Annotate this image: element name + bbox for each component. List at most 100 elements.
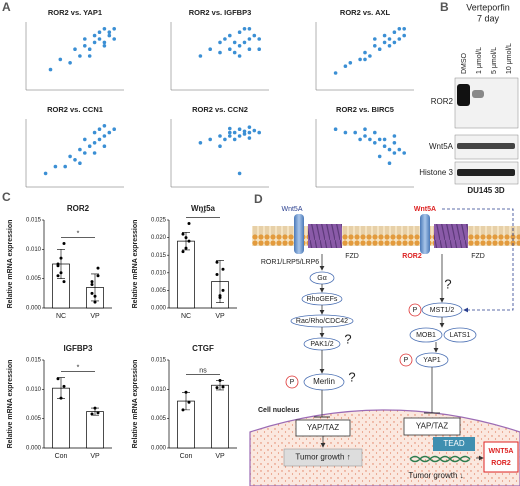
point [402, 27, 407, 31]
point [363, 127, 367, 131]
point [242, 27, 247, 31]
fzd-receptor [308, 224, 342, 248]
data-point [59, 271, 63, 275]
y-tick-label: 0.005 [26, 416, 42, 422]
chart-title: ROR2 vs. CCN2 [192, 105, 248, 114]
point [247, 37, 252, 41]
point [198, 54, 203, 58]
node-label: Tumor growth ↓ [408, 471, 463, 480]
nucleus [249, 409, 520, 486]
point [228, 33, 232, 38]
data-point [96, 266, 100, 270]
data-point [96, 411, 100, 415]
band [457, 84, 470, 106]
data-point [215, 260, 219, 264]
point [107, 30, 112, 34]
bar [86, 411, 104, 449]
y-tick-label: 0.020 [151, 235, 167, 241]
y-tick-label: 0.005 [151, 288, 167, 294]
point [102, 134, 107, 138]
y-tick-label: 0.010 [151, 270, 167, 276]
data-point [93, 406, 97, 410]
point [377, 154, 382, 159]
point [353, 130, 358, 135]
point [92, 130, 97, 135]
point [48, 67, 53, 72]
point [107, 33, 112, 38]
band [472, 90, 484, 98]
sig-label: ns [199, 367, 207, 374]
point [257, 130, 262, 135]
point [97, 37, 102, 41]
node-label: ROR1/LRP5/LRP6 [261, 259, 319, 266]
phospho [285, 375, 299, 389]
node [409, 327, 443, 343]
target-box [483, 441, 519, 473]
node-label: WNT5A [489, 448, 514, 455]
point [83, 37, 87, 41]
point [382, 144, 387, 148]
point [78, 147, 82, 152]
point [102, 144, 107, 148]
data-point [93, 300, 97, 304]
point [363, 50, 367, 55]
point [112, 27, 116, 31]
data-point [218, 379, 222, 383]
point [232, 137, 237, 142]
node-label: MST1/2 [430, 307, 455, 314]
point [43, 171, 48, 176]
data-point [62, 241, 66, 245]
node-label: FZD [471, 253, 485, 260]
charts: ROR2 vs. YAP1 ROR2 vs. IGFBP3 ROR2 vs. AXL… [7, 8, 414, 460]
blot-title: Verteporfin [466, 2, 510, 12]
point [218, 144, 222, 148]
point [242, 132, 247, 136]
blot-subtitle: 7 day [477, 13, 500, 23]
sig-label: * [77, 230, 80, 237]
y-tick-label: 0.005 [151, 416, 167, 422]
point [87, 144, 92, 148]
point [257, 37, 262, 41]
y-axis-label: Relative mRNA expression [132, 220, 139, 309]
data-point [62, 280, 66, 284]
data-point [215, 273, 219, 277]
chart-title: IGFBP3 [64, 344, 93, 353]
point [392, 141, 397, 145]
receptor [294, 214, 304, 254]
point [228, 130, 232, 135]
chart-title: ROR2 [67, 204, 90, 213]
point [363, 57, 367, 62]
node-label: Wnt5A [414, 206, 436, 213]
point [208, 137, 212, 142]
point [87, 47, 92, 51]
lane-label: 10 μmol/L [506, 43, 513, 74]
point [368, 137, 372, 142]
node-label: ROR2 [402, 253, 422, 260]
node-label: FZD [345, 253, 359, 260]
chart-title: Wnt5a [191, 204, 216, 213]
data-point [59, 396, 63, 400]
point [92, 33, 97, 38]
panel-label: D [254, 192, 263, 206]
panel-label: C [2, 190, 11, 204]
x-tick-label: VP [215, 453, 225, 460]
bar [177, 240, 195, 309]
point [237, 44, 242, 48]
data-point [184, 236, 188, 240]
node-label: Gα [317, 275, 327, 282]
point [368, 54, 372, 58]
point [377, 47, 382, 51]
point [83, 137, 87, 142]
band [457, 169, 515, 176]
data-point [93, 294, 97, 298]
point [252, 33, 257, 38]
row-label: Histone 3 [419, 168, 453, 177]
chart-title: ROR2 vs. AXL [340, 8, 391, 17]
data-point [221, 288, 225, 292]
band [457, 143, 515, 149]
point [232, 40, 237, 45]
node-label: ROR2 [491, 460, 511, 467]
point [237, 134, 242, 138]
point [87, 54, 92, 58]
chart-title: ROR2 vs. IGFBP3 [189, 8, 252, 17]
